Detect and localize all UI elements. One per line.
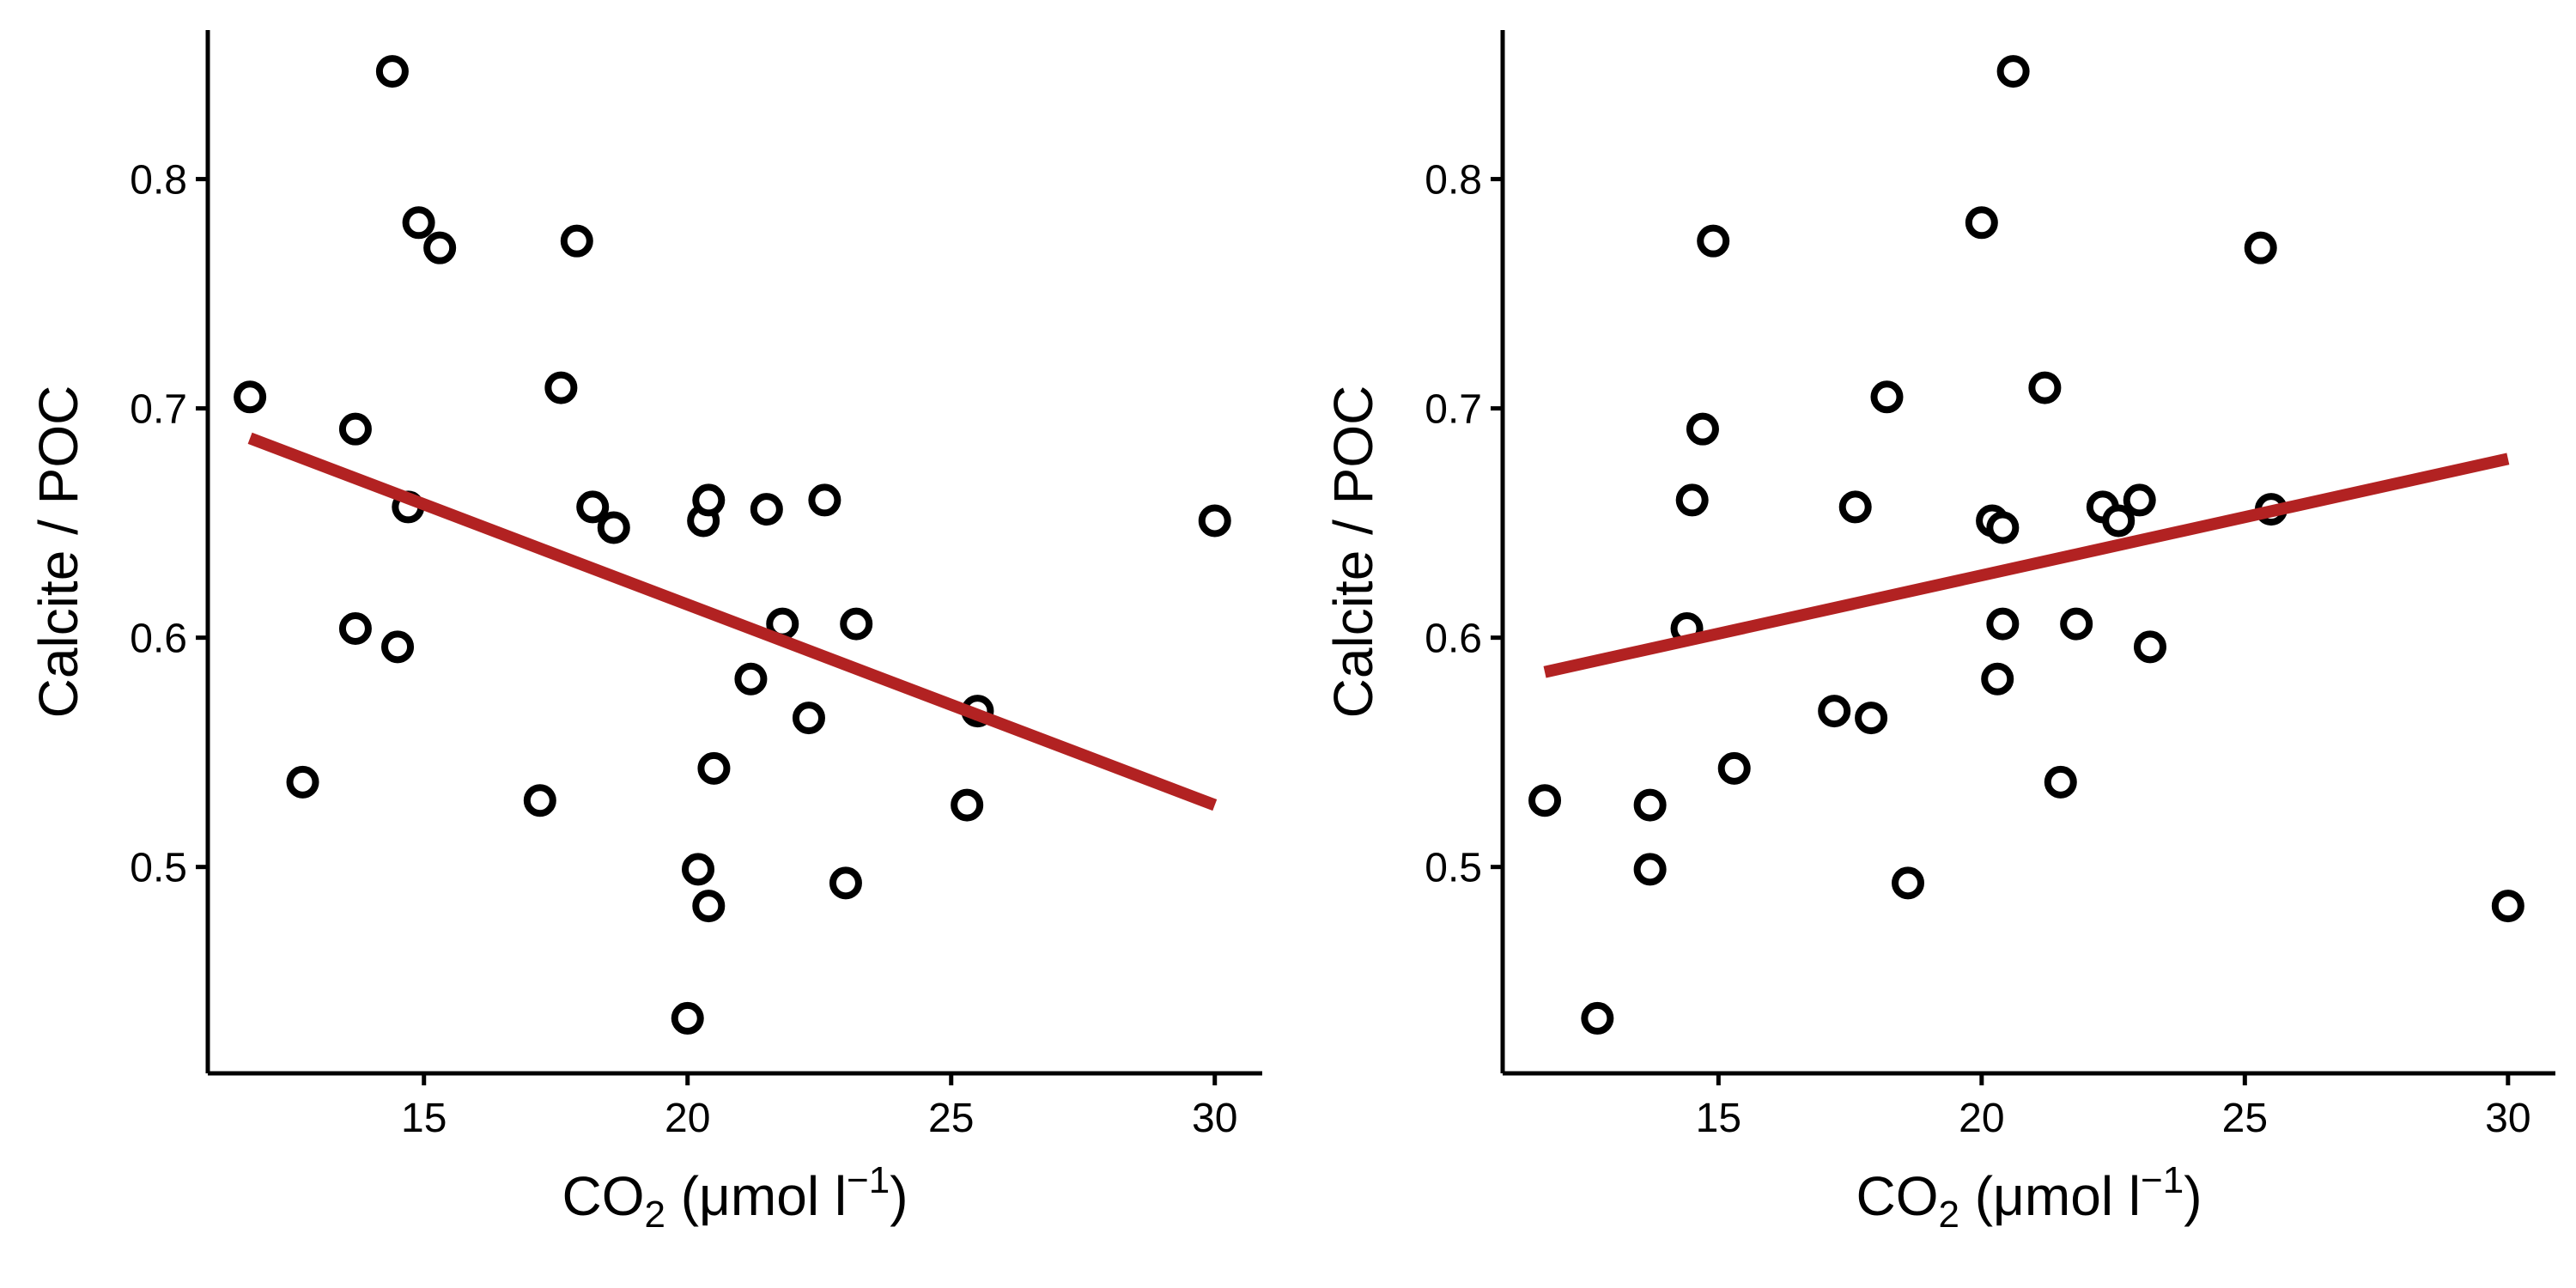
data-point bbox=[402, 206, 435, 240]
x-axis-title-main: CO bbox=[1856, 1165, 1938, 1227]
data-point bbox=[697, 751, 731, 785]
y-axis-title: Calcite / POC bbox=[1322, 386, 1384, 719]
x-tick-label: 25 bbox=[928, 1096, 974, 1141]
data-point bbox=[338, 412, 372, 446]
data-point bbox=[523, 784, 556, 817]
x-axis-title-main: CO bbox=[562, 1165, 644, 1227]
y-axis-title: Calcite / POC bbox=[27, 386, 89, 719]
x-tick-label: 15 bbox=[1696, 1096, 1741, 1141]
data-point bbox=[381, 630, 415, 664]
y-tick-label: 0.5 bbox=[130, 846, 187, 891]
data-point bbox=[1717, 751, 1751, 785]
x-axis-title-unit: (μmol l bbox=[1959, 1165, 2141, 1227]
data-point bbox=[2044, 765, 2077, 799]
data-point bbox=[1892, 866, 1925, 900]
data-point bbox=[951, 788, 984, 822]
y-tick-label: 0.7 bbox=[1425, 387, 1482, 433]
data-point bbox=[1996, 55, 2030, 88]
data-point bbox=[423, 231, 457, 264]
data-point bbox=[1965, 206, 1998, 240]
x-axis-title-subscript: 2 bbox=[644, 1194, 665, 1236]
data-point bbox=[1581, 1001, 1614, 1035]
data-point bbox=[2060, 607, 2093, 641]
x-tick-label: 30 bbox=[2485, 1096, 2530, 1141]
x-axis-title-unit-close: ) bbox=[890, 1165, 908, 1227]
regression-line bbox=[247, 432, 1218, 811]
data-point bbox=[2102, 504, 2136, 538]
data-point bbox=[286, 765, 319, 799]
data-point bbox=[840, 607, 873, 641]
data-point bbox=[808, 483, 841, 517]
data-point bbox=[1855, 702, 1888, 735]
data-point bbox=[375, 55, 409, 88]
regression-line bbox=[1543, 453, 2510, 678]
data-point bbox=[560, 224, 593, 258]
left-panel: 15 20 25 30 0.5 0.6 0.7 0.8 Calcite / POC CO2 (μm… bbox=[27, 30, 1262, 1236]
x-axis-title-superscript: −1 bbox=[2141, 1159, 2184, 1201]
data-point bbox=[1986, 607, 2020, 641]
x-axis-title: CO2 (μmol l−1) bbox=[1856, 1159, 2202, 1236]
data-point bbox=[1633, 853, 1667, 886]
x-axis-title: CO2 (μmol l−1) bbox=[562, 1159, 908, 1236]
y-tick-label: 0.6 bbox=[130, 617, 187, 662]
data-point bbox=[692, 483, 726, 517]
data-point bbox=[792, 702, 825, 735]
data-point bbox=[1675, 483, 1709, 517]
y-tick-label: 0.8 bbox=[130, 158, 187, 204]
data-point bbox=[2244, 231, 2277, 264]
y-tick-label: 0.7 bbox=[130, 387, 187, 433]
data-point bbox=[1838, 490, 1872, 524]
data-point bbox=[1870, 380, 1904, 414]
data-point bbox=[576, 490, 610, 524]
x-axis-title-unit-close: ) bbox=[2184, 1165, 2202, 1227]
data-point bbox=[671, 1001, 704, 1035]
data-point bbox=[1697, 224, 1730, 258]
data-point bbox=[1986, 511, 2020, 544]
right-panel: 15 20 25 30 0.5 0.6 0.7 0.8 Calcite / POC CO2 (μm… bbox=[1322, 30, 2555, 1236]
data-point bbox=[750, 493, 783, 526]
data-point bbox=[734, 662, 768, 696]
data-point bbox=[692, 890, 726, 923]
data-point bbox=[1686, 412, 1719, 446]
data-point bbox=[597, 511, 630, 544]
data-point bbox=[1528, 784, 1562, 817]
x-tick-label: 30 bbox=[1192, 1096, 1237, 1141]
x-axis-title-subscript: 2 bbox=[1938, 1194, 1959, 1236]
y-tick-label: 0.6 bbox=[1425, 617, 1482, 662]
y-tick-label: 0.8 bbox=[1425, 158, 1482, 204]
data-point bbox=[2123, 483, 2156, 517]
data-point bbox=[682, 853, 715, 886]
data-point bbox=[829, 866, 862, 900]
data-point bbox=[234, 380, 267, 414]
x-tick-label: 20 bbox=[1959, 1096, 2004, 1141]
x-axis-title-superscript: −1 bbox=[847, 1159, 890, 1201]
y-tick-label: 0.5 bbox=[1425, 846, 1482, 891]
data-point bbox=[1633, 788, 1667, 822]
data-point bbox=[2133, 630, 2166, 664]
x-tick-label: 20 bbox=[665, 1096, 710, 1141]
x-axis-title-unit: (μmol l bbox=[665, 1165, 847, 1227]
data-point bbox=[2491, 890, 2524, 923]
data-point bbox=[1818, 695, 1851, 728]
data-point bbox=[2028, 371, 2062, 404]
x-tick-label: 15 bbox=[401, 1096, 447, 1141]
x-tick-label: 25 bbox=[2222, 1096, 2268, 1141]
data-point bbox=[1198, 504, 1231, 538]
data-point bbox=[338, 611, 372, 645]
data-point bbox=[544, 371, 578, 404]
data-point bbox=[1981, 662, 2014, 696]
